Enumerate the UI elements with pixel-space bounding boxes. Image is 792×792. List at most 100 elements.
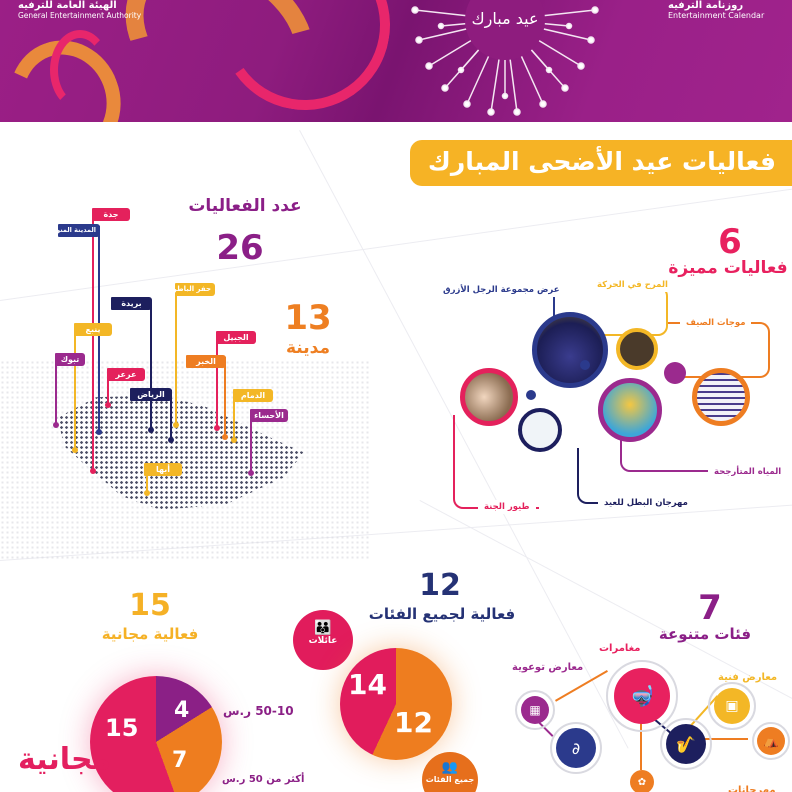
pin-stem-abha [146,465,148,493]
pin-stem-arar [107,370,109,405]
cities-count: 13 [284,298,332,338]
featured-tag: طيور الجنة [478,500,536,514]
decorative-dot [664,362,686,384]
group-icon: 👥 [441,760,459,775]
all-ages-label: فعالية لجميع الفئات [368,605,516,623]
pie-label-over-50: أكثر من 50 ر.س [222,774,305,785]
node-ring [708,682,756,730]
art-icon: ▣ [714,688,750,724]
calendar-logo: روزنامة الترفيه Entertainment Calendar [668,0,764,20]
summer-waves-image [692,368,750,426]
categories-label: فئات متنوعة [658,625,752,643]
category-connector [700,738,748,740]
featured-tag: عرض مجموعة الرجل الأزرق [437,283,566,297]
city-flag-jubail: الجبيل [216,331,256,344]
pin-stem-yanbu [74,325,76,450]
pie-value-families: 14 [348,668,387,701]
pin-dot [96,429,102,435]
all-ages-bubble: 👥 جميع الفئات [422,752,478,792]
audience-pie-chart [340,648,452,760]
all-ages-bubble-label: جميع الفئات [425,775,475,784]
calendar-logo-ar: روزنامة الترفيه [668,0,744,11]
pin-dot [214,425,220,431]
pin-dot [222,434,228,440]
pin-stem-jubail [216,333,218,428]
city-flag-abha: أبها [144,463,182,476]
firework-burst-icon: عيد مبارك [411,0,599,116]
family-icon: 👪 [314,620,332,636]
page-title: فعاليات عيد الأضحى المبارك [410,140,792,186]
decorative-dot [526,390,536,400]
header-banner: عيد مبارك الهيئة العامة للترفيه General … [0,0,792,122]
price-pie-chart [90,676,222,792]
pin-dot [90,468,96,474]
city-flag-madinah: المدينة المنورة [49,224,100,237]
city-flag-dammam: الدمام [233,389,273,402]
pin-stem-dammam [233,390,235,440]
featured-tag: المياه المتأرجحة [708,465,788,479]
pie-value-all-ages: 12 [394,706,433,739]
city-flag-ahsa: الأحساء [250,409,288,422]
pin-dot [144,490,150,496]
all-ages-count: 12 [419,568,461,603]
city-flag-khobar: الخبر [186,355,226,368]
pin-dot [148,427,154,433]
category-connector [640,720,642,770]
fun-in-motion-image [616,328,658,370]
featured-tag: المرح في الحركة [591,278,674,292]
workshop-icon: ✿ [630,770,654,792]
connector-water [620,430,785,472]
gea-logo: الهيئة العامة للترفيه General Entertainm… [18,0,141,20]
pin-dot [231,437,237,443]
pin-stem-jeddah [92,210,94,472]
events-count: 26 [216,228,264,268]
node-ring [606,660,678,732]
calligraphy-icon: ∂ [556,728,596,768]
pie-value-10-50: 4 [174,698,190,723]
city-flag-riyadh: الرياض [130,388,172,401]
pie-label-10-50: 50-10 ر.س [223,704,294,718]
blueman-group-image [532,312,608,388]
cities-label: مدينة [286,338,330,358]
pin-stem-ahsa [250,411,252,473]
events-count-label: عدد الفعاليات [188,196,302,216]
city-flag-yanbu: ينبع [74,323,112,336]
pin-dot [72,447,78,453]
category-label-awareness: معارض توعوية [512,662,584,673]
city-flag-arar: عرعر [107,368,145,381]
performer-icon: 🎷 [666,724,706,764]
node-ring [752,722,790,760]
exhibit-icon: ▦ [521,696,549,724]
node-ring [550,722,602,774]
node-ring [660,718,712,770]
pie-label-free: مجانية [18,742,112,777]
decorative-dot [580,360,590,370]
decorative-swash [50,30,110,110]
free-count: 15 [129,588,171,623]
category-label-art: معارض فنية [718,672,778,683]
families-label: عائلات [308,636,338,646]
families-bubble: 👪 عائلات [293,610,353,670]
category-label-adventures: مغامرات [599,643,641,654]
swinging-water-image [598,378,662,442]
city-flag-buraydah: بريدة [111,297,152,310]
hero-festival-image [518,408,562,452]
pin-dot [248,470,254,476]
pin-dot [53,422,59,428]
categories-count: 7 [698,588,722,628]
featured-label: فعاليات مميزة [668,258,788,278]
pin-stem-buraydah [150,300,152,430]
node-ring [515,690,555,730]
pie-value-over-50: 7 [172,748,188,773]
free-label: فعالية مجانية [101,625,199,643]
city-flag-jeddah: جدة [92,208,130,221]
diver-icon: 🤿 [614,668,670,724]
svg-text:عيد مبارك: عيد مبارك [471,9,538,29]
featured-count: 6 [718,222,742,262]
pin-dot [105,402,111,408]
pin-dot [168,437,174,443]
featured-tag: مهرجان البطل للعيد [598,496,694,510]
pin-stem-tabuk [55,355,57,425]
featured-tag: موجات الصيف [680,316,752,330]
city-flag-hafr-albatin: حفر الباطن [171,283,215,296]
